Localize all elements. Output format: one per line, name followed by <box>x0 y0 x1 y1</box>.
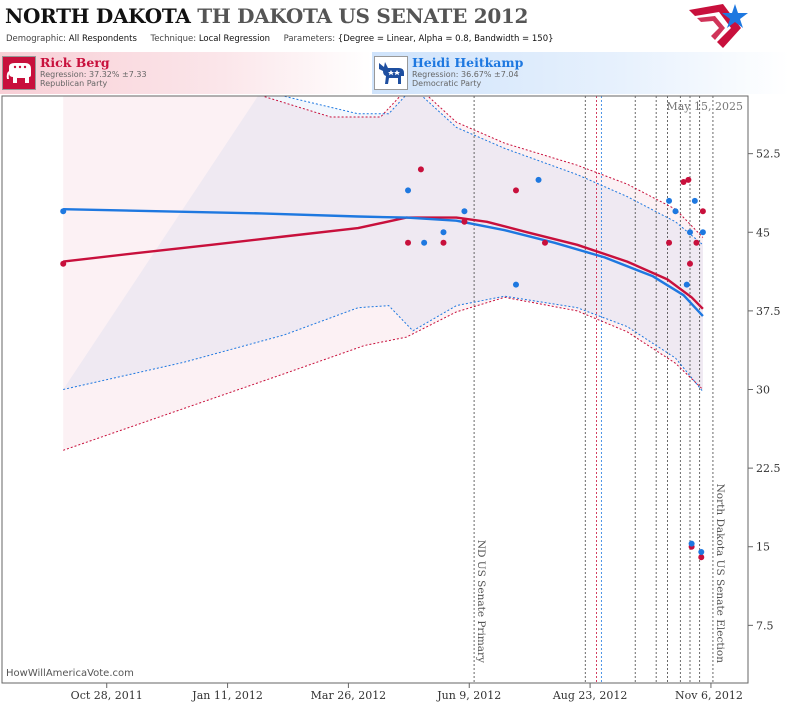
poll-point <box>680 178 687 185</box>
poll-regression-chart: ND US Senate Primary North Dakota US Sena… <box>1 95 781 702</box>
x-tick-label: Mar 26, 2012 <box>311 689 387 702</box>
x-tick-label: Jun 9, 2012 <box>436 689 501 702</box>
candidate-card-democrat: Heidi Heitkamp Regression: 36.67% ±7.04 … <box>372 52 789 94</box>
title-race: TH DAKOTA US SENATE 2012 <box>197 4 529 28</box>
confidence-band <box>63 96 703 451</box>
republican-name: Rick Berg <box>40 55 110 70</box>
y-tick-label: 45 <box>756 226 770 239</box>
poll-point <box>683 281 690 288</box>
x-tick-label: Aug 23, 2012 <box>552 689 628 702</box>
poll-point <box>541 239 548 246</box>
technique-value: Local Regression <box>198 34 271 44</box>
poll-point <box>666 239 673 246</box>
band-upper-line <box>260 96 704 238</box>
band-upper-line <box>281 96 704 246</box>
poll-point <box>691 197 698 204</box>
demographic-label: Demographic: <box>6 34 67 44</box>
parameters-label: Parameters: <box>283 34 336 44</box>
poll-point <box>440 229 447 236</box>
poll-point <box>512 281 519 288</box>
page-title: NORTH DAKOTA TH DAKOTA US SENATE 2012 <box>5 4 528 28</box>
elephant-icon <box>2 56 36 90</box>
poll-point <box>421 239 428 246</box>
y-tick-label: 7.5 <box>756 619 774 632</box>
poll-point <box>461 208 468 215</box>
poll-point <box>417 166 424 173</box>
candidate-card-republican: Rick Berg Regression: 37.32% ±7.33 Repub… <box>0 52 372 94</box>
poll-point <box>405 187 412 194</box>
confidence-band <box>63 96 703 392</box>
poll-point <box>686 229 693 236</box>
poll-point <box>698 548 705 555</box>
poll-point <box>699 208 706 215</box>
y-tick-label: 15 <box>756 541 770 554</box>
x-tick-label: Oct 28, 2011 <box>71 689 143 702</box>
event-label: North Dakota US Senate Election <box>714 484 726 664</box>
event-label: ND US Senate Primary <box>475 540 487 663</box>
parameters-value: {Degree = Linear, Alpha = 0.8, Bandwidth… <box>337 34 554 44</box>
poll-point <box>512 187 519 194</box>
poll-point <box>535 176 542 183</box>
poll-point <box>672 208 679 215</box>
y-tick-label: 52.5 <box>756 148 781 161</box>
poll-point <box>60 208 67 215</box>
republican-regression: Regression: 37.32% ±7.33 <box>40 70 147 79</box>
x-tick-label: Nov 6, 2012 <box>675 689 743 702</box>
parameters-line: Demographic: All Respondents Technique: … <box>6 34 554 44</box>
y-tick-label: 22.5 <box>756 462 781 475</box>
x-tick-label: Jan 11, 2012 <box>191 689 263 702</box>
democrat-party: Democratic Party <box>412 79 482 88</box>
page-header: NORTH DAKOTA TH DAKOTA US SENATE 2012 De… <box>0 0 789 52</box>
regression-line <box>63 208 704 317</box>
current-date-label: May 15, 2025 <box>666 100 743 113</box>
poll-point <box>686 260 693 267</box>
poll-point <box>698 554 705 561</box>
title-state: NORTH DAKOTA <box>5 4 191 28</box>
donkey-icon <box>374 56 408 90</box>
poll-point <box>688 540 695 547</box>
poll-point <box>693 239 700 246</box>
demographic-value: All Respondents <box>68 34 137 44</box>
source-watermark: HowWillAmericaVote.com <box>6 668 134 679</box>
poll-point <box>699 229 706 236</box>
poll-point <box>405 239 412 246</box>
technique-label: Technique: <box>150 34 197 44</box>
regression-line <box>63 216 704 310</box>
poll-point <box>685 176 692 183</box>
poll-point <box>666 197 673 204</box>
band-lower-line <box>63 295 704 392</box>
republican-party: Republican Party <box>40 79 108 88</box>
y-tick-label: 30 <box>756 384 770 397</box>
poll-point <box>60 260 67 267</box>
poll-point <box>440 239 447 246</box>
plot-area <box>60 96 714 683</box>
y-tick-label: 37.5 <box>756 305 781 318</box>
democrat-regression: Regression: 36.67% ±7.04 <box>412 70 519 79</box>
poll-point <box>461 218 468 225</box>
democrat-name: Heidi Heitkamp <box>412 55 524 70</box>
band-lower-line <box>63 296 704 451</box>
site-logo-icon <box>689 4 748 48</box>
